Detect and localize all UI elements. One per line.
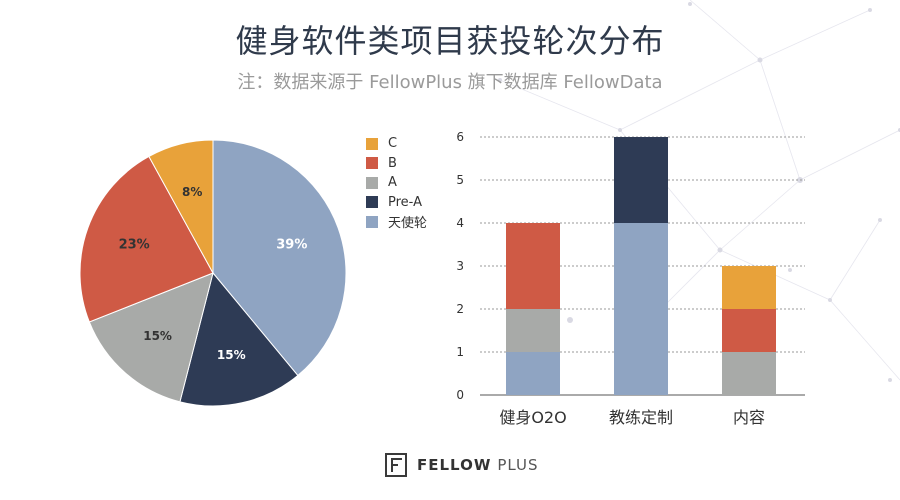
legend-item: C [366,134,427,154]
legend-item: A [366,173,427,193]
page-subtitle: 注：数据来源于 FellowPlus 旗下数据库 FellowData [237,72,663,93]
bar-segment-A [506,309,560,352]
pie-legend: C B A Pre-A 天使轮 [366,134,427,232]
legend-label: Pre-A [388,194,422,210]
pie-label-天使轮: 39% [276,238,307,253]
pie-slice-C [148,139,214,274]
fellowplus-logo-icon [385,453,407,477]
page-title: 健身软件类项目获投轮次分布 [235,22,665,60]
legend-swatch [366,176,378,189]
y-tick-label: 3 [456,259,464,273]
legend-label: C [388,136,398,152]
bar-segment-B [506,223,560,309]
x-tick-label: 健身O2O [499,408,566,427]
legend-swatch [366,196,378,209]
bar-segment-C [722,266,776,309]
legend-label: 天使轮 [388,216,428,232]
footer-brand: FELLOW PLUS [385,450,539,480]
legend-item: B [366,154,427,174]
legend-item: Pre-A [366,193,427,213]
legend-item: 天使轮 [366,212,427,232]
bar-segment-A [722,352,776,395]
y-tick-label: 5 [456,173,464,187]
footer-brand-light: PLUS [497,456,539,474]
pie-label-A: 15% [143,329,172,343]
x-tick-label: 教练定制 [609,408,673,427]
legend-swatch [366,215,378,228]
bar-segment-B [722,309,776,352]
legend-label: A [388,175,397,191]
pie-label-C: 8% [182,185,202,199]
footer-brand-bold: FELLOW [417,456,492,474]
pie-slice-天使轮 [212,139,347,377]
bar-segment-天使轮 [506,352,560,395]
y-tick-label: 0 [456,388,464,402]
pie-slice-A [88,272,214,403]
legend-label: B [388,155,397,171]
bar-segment-天使轮 [614,223,668,395]
pie-label-Pre-A: 15% [217,348,246,362]
pie-slice-B [79,155,214,323]
pie-label-B: 23% [119,238,150,253]
y-tick-label: 2 [456,302,464,316]
pie-slice-Pre-A [179,271,299,407]
bar-segment-Pre-A [614,137,668,223]
x-tick-label: 内容 [733,408,765,427]
y-tick-label: 4 [456,216,464,230]
y-tick-label: 6 [456,130,464,144]
legend-swatch [366,137,378,150]
y-tick-label: 1 [456,345,464,359]
legend-swatch [366,157,378,170]
